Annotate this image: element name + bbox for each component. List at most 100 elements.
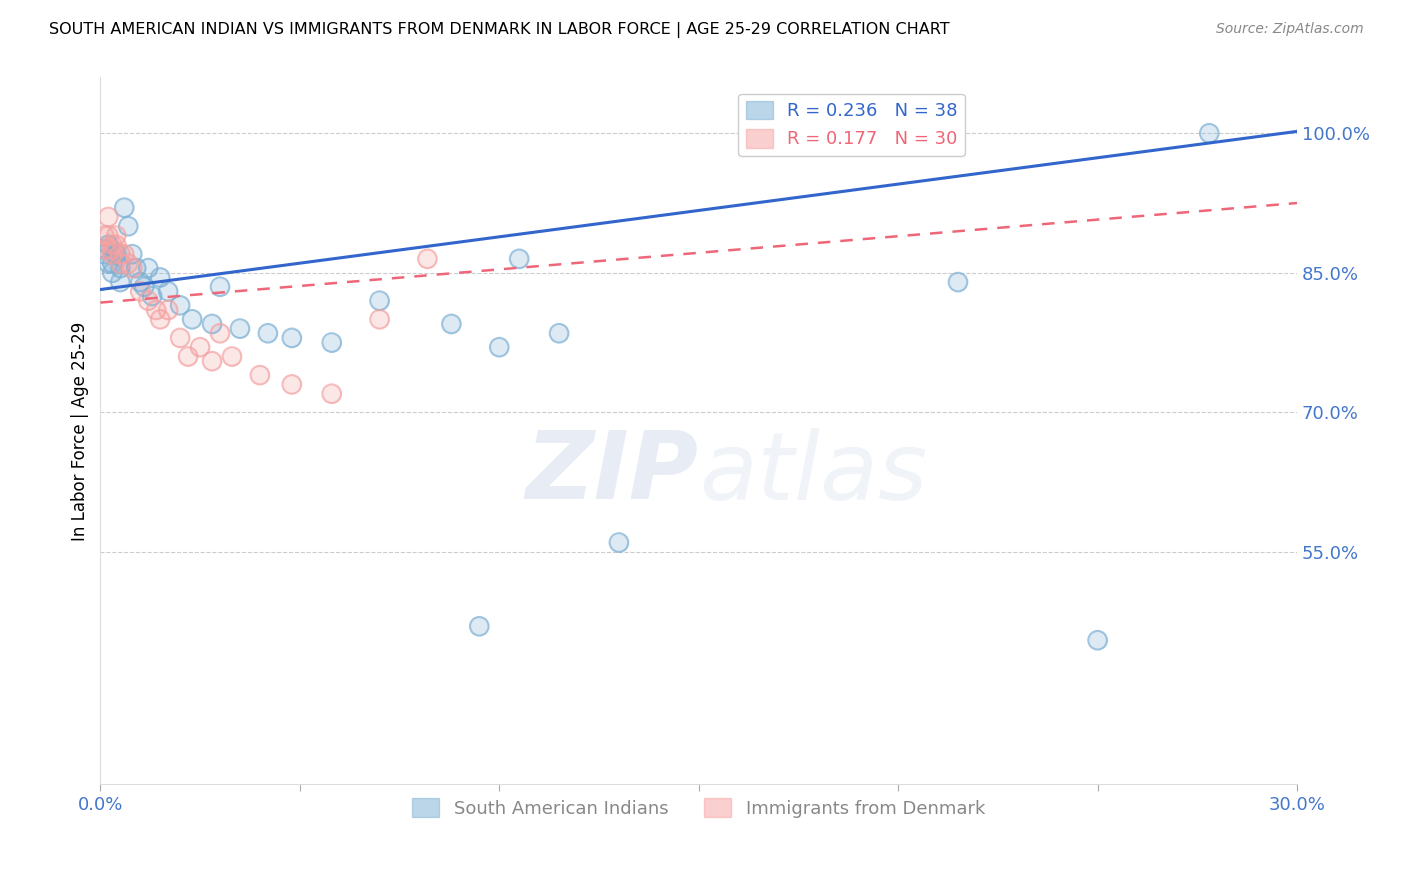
Point bbox=[110, 247, 132, 261]
Point bbox=[321, 386, 343, 401]
Point bbox=[440, 317, 463, 331]
Point bbox=[368, 293, 391, 308]
Point bbox=[368, 312, 391, 326]
Point bbox=[129, 275, 152, 289]
Point bbox=[101, 243, 124, 257]
Point bbox=[208, 279, 231, 293]
Point bbox=[157, 303, 180, 318]
Point bbox=[468, 619, 491, 633]
Point bbox=[105, 238, 128, 252]
Point bbox=[149, 270, 172, 285]
Point bbox=[321, 335, 343, 350]
Point bbox=[169, 331, 191, 345]
Point bbox=[141, 289, 163, 303]
Point bbox=[117, 256, 139, 270]
Point bbox=[468, 619, 491, 633]
Point bbox=[121, 247, 143, 261]
Point bbox=[93, 243, 115, 257]
Point bbox=[208, 326, 231, 341]
Point bbox=[101, 247, 124, 261]
Point bbox=[134, 279, 156, 293]
Point bbox=[488, 340, 510, 354]
Point bbox=[157, 285, 180, 299]
Point bbox=[136, 293, 159, 308]
Point bbox=[112, 201, 135, 215]
Point bbox=[125, 261, 148, 276]
Text: ZIP: ZIP bbox=[526, 427, 699, 519]
Point bbox=[110, 261, 132, 276]
Point bbox=[201, 317, 224, 331]
Point bbox=[188, 340, 211, 354]
Point bbox=[281, 377, 304, 392]
Point bbox=[110, 256, 132, 270]
Point bbox=[257, 326, 280, 341]
Point bbox=[208, 326, 231, 341]
Point bbox=[169, 298, 191, 312]
Point bbox=[321, 335, 343, 350]
Point bbox=[368, 312, 391, 326]
Point bbox=[105, 238, 128, 252]
Point bbox=[112, 247, 135, 261]
Point bbox=[416, 252, 439, 266]
Point bbox=[105, 247, 128, 261]
Point bbox=[488, 340, 510, 354]
Point bbox=[416, 252, 439, 266]
Point bbox=[105, 228, 128, 243]
Point bbox=[229, 321, 252, 335]
Point bbox=[97, 228, 120, 243]
Text: Source: ZipAtlas.com: Source: ZipAtlas.com bbox=[1216, 22, 1364, 37]
Point bbox=[169, 298, 191, 312]
Point bbox=[110, 256, 132, 270]
Point bbox=[221, 350, 243, 364]
Point bbox=[97, 210, 120, 224]
Point bbox=[149, 312, 172, 326]
Point bbox=[110, 275, 132, 289]
Point bbox=[97, 210, 120, 224]
Point bbox=[97, 238, 120, 252]
Point bbox=[110, 275, 132, 289]
Point bbox=[101, 256, 124, 270]
Point bbox=[508, 252, 530, 266]
Point bbox=[134, 279, 156, 293]
Point bbox=[281, 377, 304, 392]
Point bbox=[188, 340, 211, 354]
Point bbox=[121, 261, 143, 276]
Point bbox=[548, 326, 571, 341]
Point bbox=[281, 331, 304, 345]
Point bbox=[105, 228, 128, 243]
Point bbox=[1198, 126, 1220, 140]
Point bbox=[1198, 126, 1220, 140]
Point bbox=[157, 285, 180, 299]
Point bbox=[117, 256, 139, 270]
Point bbox=[117, 219, 139, 234]
Point bbox=[201, 354, 224, 368]
Point bbox=[93, 228, 115, 243]
Point bbox=[97, 238, 120, 252]
Point bbox=[145, 303, 167, 318]
Point bbox=[249, 368, 271, 383]
Point bbox=[129, 275, 152, 289]
Point bbox=[101, 243, 124, 257]
Point bbox=[946, 275, 969, 289]
Point bbox=[101, 266, 124, 280]
Point bbox=[117, 219, 139, 234]
Point bbox=[110, 247, 132, 261]
Point bbox=[1087, 633, 1109, 648]
Point bbox=[101, 238, 124, 252]
Point bbox=[548, 326, 571, 341]
Point bbox=[177, 350, 200, 364]
Point bbox=[121, 261, 143, 276]
Text: SOUTH AMERICAN INDIAN VS IMMIGRANTS FROM DENMARK IN LABOR FORCE | AGE 25-29 CORR: SOUTH AMERICAN INDIAN VS IMMIGRANTS FROM… bbox=[49, 22, 950, 38]
Point bbox=[129, 285, 152, 299]
Point bbox=[97, 256, 120, 270]
Point bbox=[1087, 633, 1109, 648]
Point bbox=[101, 266, 124, 280]
Point bbox=[149, 312, 172, 326]
Point bbox=[249, 368, 271, 383]
Point bbox=[368, 293, 391, 308]
Point bbox=[110, 261, 132, 276]
Point bbox=[93, 243, 115, 257]
Point bbox=[201, 317, 224, 331]
Point bbox=[181, 312, 204, 326]
Point bbox=[141, 289, 163, 303]
